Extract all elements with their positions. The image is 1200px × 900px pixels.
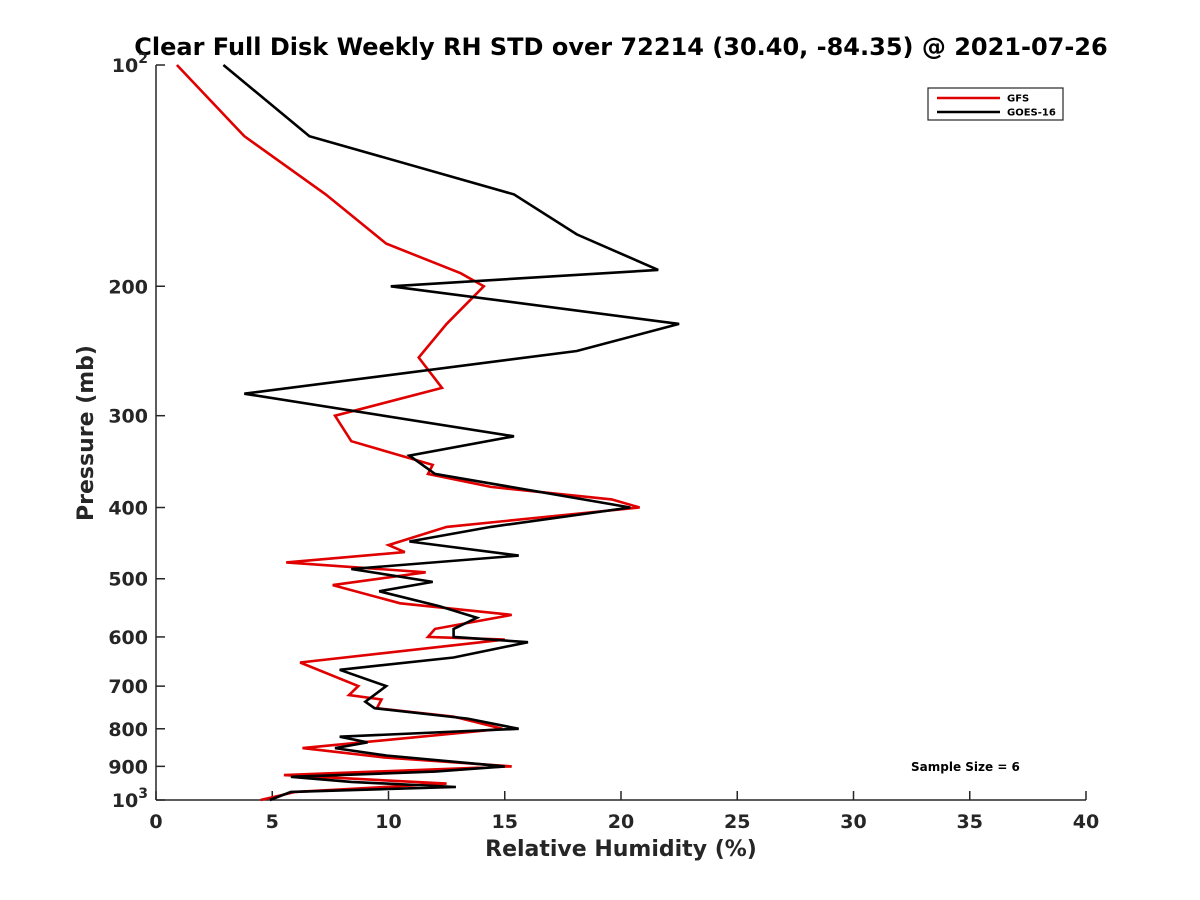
x-tick-label: 25	[724, 811, 750, 833]
y-tick-label: 200	[108, 276, 148, 298]
y-tick-label: 700	[108, 676, 148, 698]
y-axis-label: Pressure (mb)	[74, 345, 99, 521]
legend-box	[927, 87, 1064, 121]
y-tick-label: 800	[108, 719, 148, 741]
x-axis-label: Relative Humidity (%)	[485, 837, 757, 862]
chart-title: Clear Full Disk Weekly RH STD over 72214…	[134, 33, 1107, 61]
x-ticks: 0 5 10 15 20 25 30 35 40	[149, 791, 1099, 833]
x-tick-label: 0	[149, 811, 162, 833]
series-line-gfs	[175, 64, 640, 802]
legend-label: GFS	[1007, 94, 1029, 105]
x-tick-label: 35	[957, 811, 983, 833]
x-tick-label: 30	[840, 811, 866, 833]
y-ticks: 102 200 300 400 500 600 700 800 900 103	[108, 51, 165, 812]
y-tick-label: 300	[108, 406, 148, 428]
x-tick-label: 40	[1073, 811, 1099, 833]
series-line-goes-16	[222, 63, 680, 802]
y-tick-label: 600	[108, 627, 148, 649]
series-lines	[175, 63, 680, 802]
plot-area: 0 5 10 15 20 25 30 35 40 102 200 300 400 500 600 700 80…	[108, 51, 1099, 833]
x-tick-label: 5	[266, 811, 279, 833]
x-tick-label: 15	[492, 811, 518, 833]
x-tick-label: 20	[608, 811, 634, 833]
legend-label: GOES-16	[1007, 108, 1056, 119]
x-tick-label: 10	[375, 811, 401, 833]
y-tick-label: 400	[108, 498, 148, 520]
sample-size-annotation: Sample Size = 6	[911, 760, 1020, 774]
y-tick-label: 103	[112, 786, 148, 812]
y-tick-label: 102	[112, 51, 148, 77]
y-tick-label: 500	[108, 569, 148, 591]
y-tick-label: 900	[108, 756, 148, 778]
legend: GFS GOES-16	[927, 87, 1064, 121]
